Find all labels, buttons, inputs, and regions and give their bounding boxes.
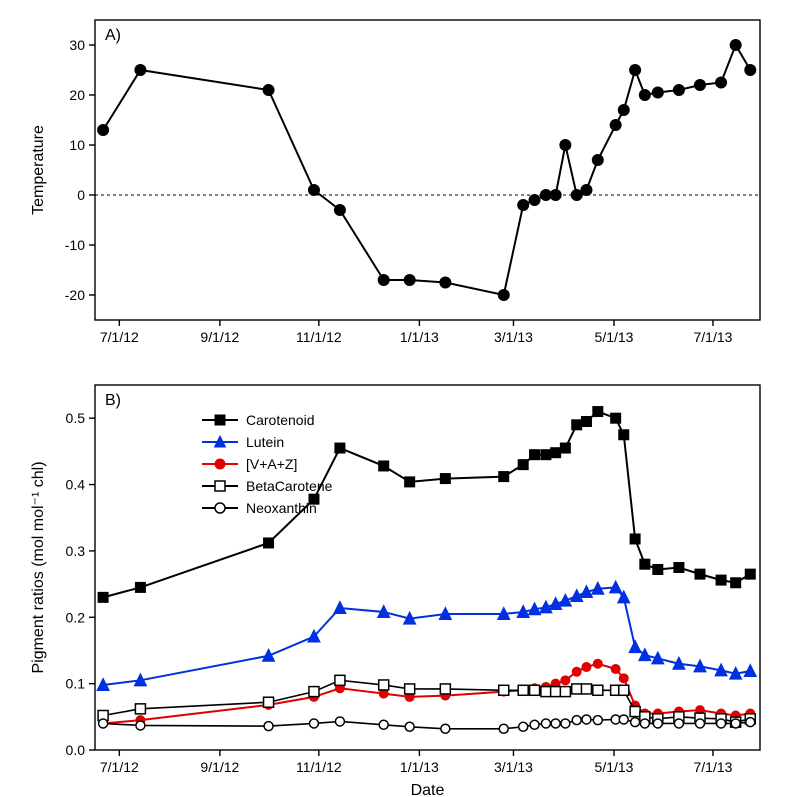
svg-text:-20: -20 <box>65 287 85 303</box>
svg-text:1/1/13: 1/1/13 <box>400 329 439 345</box>
svg-text:7/1/12: 7/1/12 <box>100 759 139 775</box>
svg-text:BetaCarotene: BetaCarotene <box>246 478 333 494</box>
svg-text:[V+A+Z]: [V+A+Z] <box>246 456 297 472</box>
svg-text:Neoxanthin: Neoxanthin <box>246 500 317 516</box>
svg-text:0.3: 0.3 <box>66 543 86 559</box>
svg-text:0.2: 0.2 <box>66 609 86 625</box>
svg-text:9/1/12: 9/1/12 <box>200 329 239 345</box>
svg-text:0.1: 0.1 <box>66 676 86 692</box>
svg-text:Pigment ratios (mol mol⁻¹ chl): Pigment ratios (mol mol⁻¹ chl) <box>30 461 47 673</box>
svg-text:30: 30 <box>69 37 85 53</box>
svg-text:11/1/12: 11/1/12 <box>296 759 342 775</box>
svg-text:A): A) <box>105 27 121 44</box>
svg-text:0.0: 0.0 <box>66 742 86 758</box>
svg-text:Date: Date <box>411 782 445 797</box>
svg-text:-10: -10 <box>65 237 85 253</box>
svg-text:0.4: 0.4 <box>66 477 86 493</box>
svg-text:5/1/13: 5/1/13 <box>595 759 634 775</box>
svg-text:10: 10 <box>69 137 85 153</box>
chart-svg: 7/1/12 9/1/12 11/1/12 1/1/13 3/1/13 5/1/13 7/1… <box>0 0 800 797</box>
svg-text:20: 20 <box>69 87 85 103</box>
svg-text:3/1/13: 3/1/13 <box>494 759 533 775</box>
svg-text:7/1/13: 7/1/13 <box>693 329 732 345</box>
svg-text:Temperature: Temperature <box>30 125 47 215</box>
svg-text:0.5: 0.5 <box>66 410 86 426</box>
svg-text:Lutein: Lutein <box>246 434 284 450</box>
svg-text:7/1/13: 7/1/13 <box>693 759 732 775</box>
chart-container: 7/1/12 9/1/12 11/1/12 1/1/13 3/1/13 5/1/13 7/1… <box>0 0 800 797</box>
svg-text:Carotenoid: Carotenoid <box>246 412 315 428</box>
svg-text:1/1/13: 1/1/13 <box>400 759 439 775</box>
svg-text:11/1/12: 11/1/12 <box>296 329 342 345</box>
svg-text:5/1/13: 5/1/13 <box>595 329 634 345</box>
svg-text:3/1/13: 3/1/13 <box>494 329 533 345</box>
svg-text:B): B) <box>105 392 121 409</box>
svg-text:9/1/12: 9/1/12 <box>200 759 239 775</box>
svg-text:0: 0 <box>77 187 85 203</box>
svg-text:7/1/12: 7/1/12 <box>100 329 139 345</box>
